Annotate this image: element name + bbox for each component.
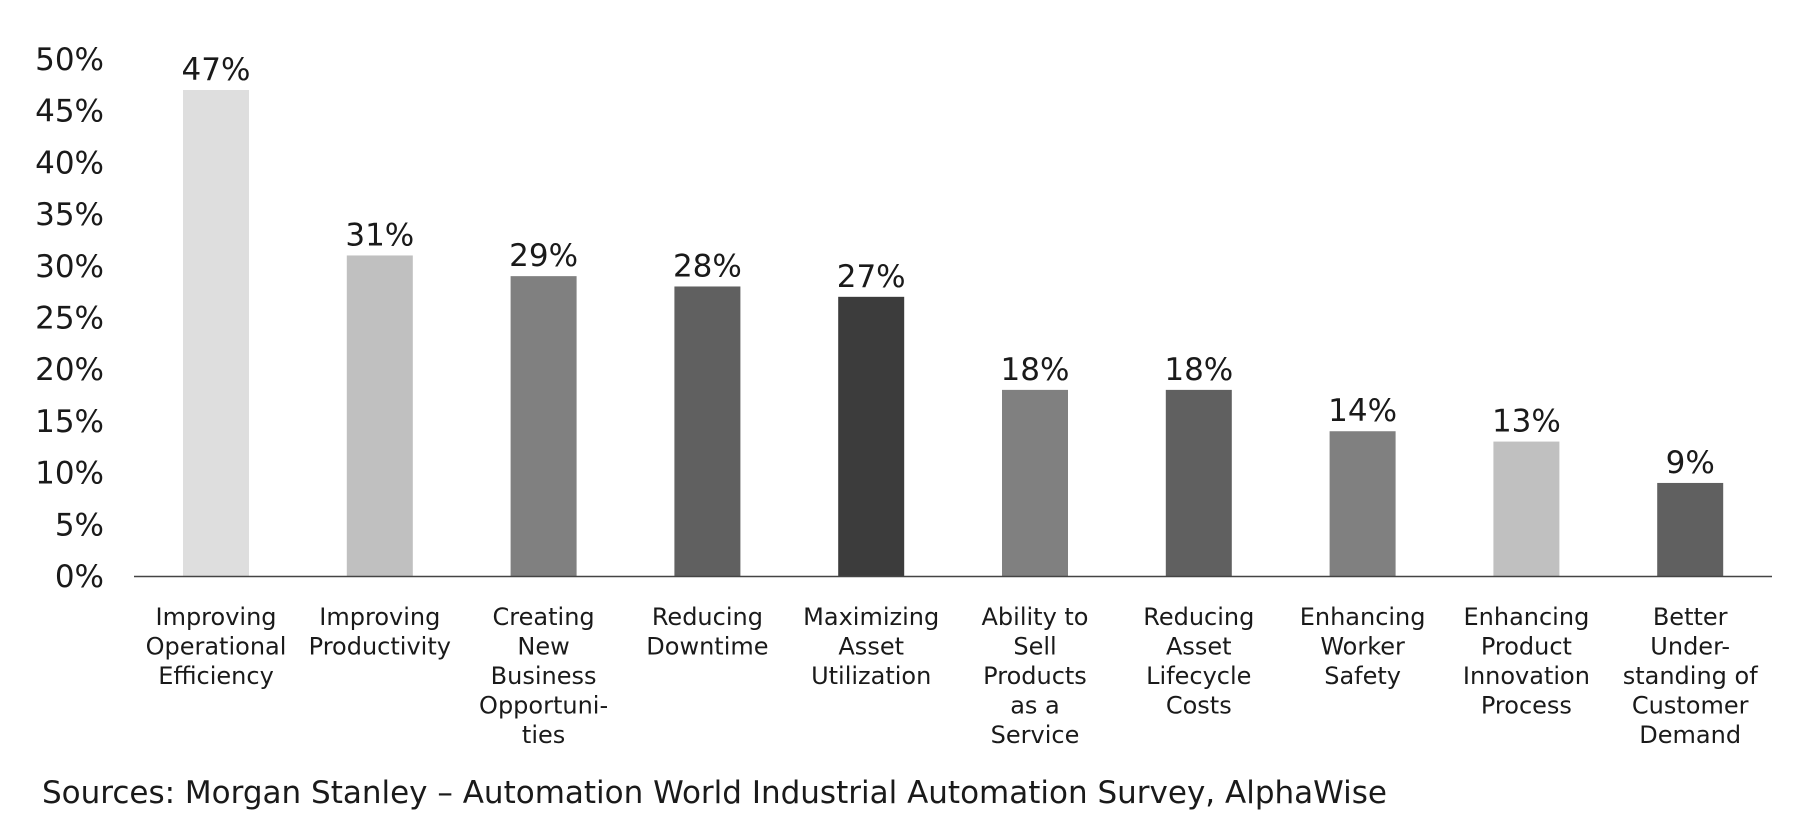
category-label-line: Asset [1166,633,1232,661]
y-tick-label: 30% [35,249,104,285]
bar [1657,482,1724,576]
y-tick-label: 50% [35,42,104,78]
category-label-line: Reducing [1143,603,1254,631]
data-labels: 47% 31% 29% 28% 27% 18% 18% 14% 13% 9% [182,52,1715,481]
category-label-line: Operational [146,633,287,661]
category-label-line: ties [522,721,565,749]
data-label: 47% [182,52,251,88]
source-note: Sources: Morgan Stanley – Automation Wor… [42,775,1387,811]
category-label-line: Downtime [646,633,768,661]
y-tick-label: 35% [35,197,104,233]
category-label: Reducing Asset Lifecycle Costs [1143,603,1254,720]
y-tick-label: 10% [35,456,104,492]
category-label-line: Customer [1632,692,1749,720]
category-label-line: Product [1481,633,1572,661]
bar [1165,389,1232,576]
category-label-line: Worker [1320,633,1405,661]
bar-chart: 0% 5% 10% 15% 20% 25% 30% 35% 40% 45% 50% 47% 31% 29… [35,42,1772,749]
category-label: Enhancing Product Innovation Process [1463,603,1590,720]
category-label-line: Safety [1324,662,1401,690]
category-label-line: Utilization [811,662,931,690]
data-label: 9% [1666,445,1715,481]
data-label: 18% [1001,352,1070,388]
category-label: Ability to Sell Products as a Service [982,603,1089,749]
bar [674,286,741,576]
y-tick-label: 45% [35,94,104,130]
category-label: Enhancing Worker Safety [1300,603,1426,690]
category-label-line: Innovation [1463,662,1590,690]
y-tick-label: 20% [35,352,104,388]
bar [510,276,577,576]
bar [1493,441,1560,576]
category-label-line: standing of [1623,662,1758,690]
data-label: 28% [673,248,742,284]
category-label-line: Demand [1639,721,1741,749]
y-tick-label: 40% [35,145,104,181]
category-label-line: Ability to [982,603,1089,631]
data-label: 14% [1328,393,1397,429]
category-label-line: as a [1010,692,1060,720]
category-label: Reducing Downtime [646,603,768,661]
category-label-line: Improving [155,603,276,631]
category-label-line: Enhancing [1300,603,1426,631]
y-tick-label: 15% [35,404,104,440]
category-label-line: Opportuni- [479,692,608,720]
category-label-line: Improving [319,603,440,631]
data-label: 18% [1164,352,1233,388]
category-label-line: Sell [1013,633,1056,661]
data-label: 29% [509,238,578,274]
category-label-line: Efficiency [158,662,274,690]
category-label-line: Reducing [652,603,763,631]
y-tick-label: 0% [55,559,104,595]
category-label-line: Process [1481,692,1572,720]
category-label-line: New [517,633,569,661]
category-label: Improving Operational Efficiency [146,603,287,690]
category-label-line: Enhancing [1463,603,1589,631]
category-label-line: Productivity [309,633,451,661]
bar [183,90,249,577]
bar [346,255,413,576]
bars [183,90,1724,577]
category-label-line: Under- [1650,633,1730,661]
category-label-line: Maximizing [803,603,939,631]
data-label: 13% [1492,404,1561,440]
category-label: Better Under-standing of Customer Demand [1623,603,1758,749]
category-label-line: Costs [1166,692,1232,720]
category-label: Improving Productivity [309,603,451,661]
category-label-line: Asset [838,633,904,661]
data-label: 27% [837,259,906,295]
y-tick-label: 5% [55,507,104,543]
category-label-line: Better [1653,603,1728,631]
y-tick-label: 25% [35,301,104,337]
category-label-line: Lifecycle [1146,662,1251,690]
category-label-line: Business [491,662,597,690]
category-label: Maximizing Asset Utilization [803,603,939,690]
category-label-line: Service [991,721,1080,749]
bar [838,296,905,576]
data-label: 31% [345,217,414,253]
category-label-line: Products [983,662,1087,690]
bar [1329,431,1396,576]
bar [1002,389,1068,576]
category-label-line: Creating [493,603,595,631]
y-axis: 0% 5% 10% 15% 20% 25% 30% 35% 40% 45% 50% [35,42,104,595]
category-label: Creating New Business Opportuni-ties [479,603,608,749]
